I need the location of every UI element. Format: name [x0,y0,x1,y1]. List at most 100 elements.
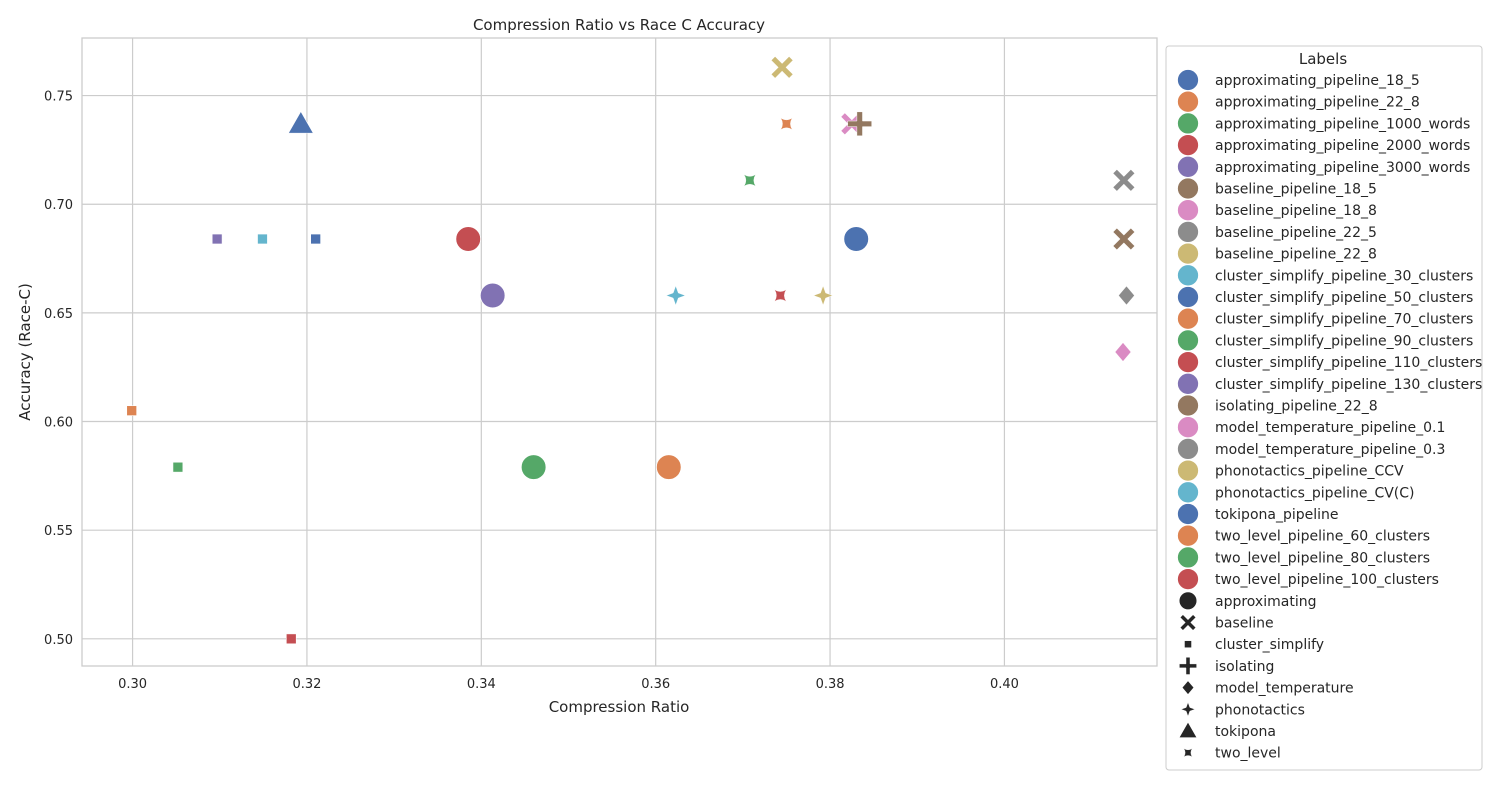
legend-marker-label: cluster_simplify [1215,637,1324,653]
legend-entry-label: model_temperature_pipeline_0.3 [1215,442,1445,458]
legend-entry-label: phonotactics_pipeline_CV(C) [1215,485,1415,501]
legend-frame [1165,45,1483,771]
x-axis-ticks: 0.30 0.32 0.34 0.36 0.38 0.40 [118,677,1019,692]
legend-marker-label: baseline [1215,616,1274,632]
legend-marker-shape [1181,680,1195,695]
legend-entry-label: baseline_pipeline_18_8 [1215,203,1377,219]
legend-entry-label: baseline_pipeline_22_5 [1215,225,1377,241]
data-points [126,55,1136,645]
y-axis-label: Accuracy (Race-C) [16,283,34,421]
legend-entry-label: two_level_pipeline_60_clusters [1215,529,1430,545]
legend-marker-label: phonotactics [1215,702,1305,718]
data-point [665,285,686,306]
legend-marker [1177,199,1199,222]
legend-title: Labels [1299,50,1347,68]
data-point [743,174,756,187]
legend: Labels approximating_pipeline_18_5approx… [1165,45,1483,771]
data-point [770,55,794,79]
data-point [126,405,137,416]
legend-entry-label: cluster_simplify_pipeline_30_clusters [1215,268,1473,284]
legend-marker [1177,524,1199,547]
x-tick-label: 0.36 [641,677,670,692]
legend-marker [1177,69,1199,91]
data-point [1117,285,1136,306]
data-point [1112,168,1136,192]
legend-marker [1177,437,1199,460]
legend-entry-label: cluster_simplify_pipeline_110_clusters [1215,355,1482,371]
legend-marker [1177,134,1199,157]
legend-entry-label: cluster_simplify_pipeline_50_clusters [1215,290,1473,306]
data-point [843,226,870,252]
legend-entry-label: two_level_pipeline_100_clusters [1215,572,1439,588]
data-point [774,289,787,302]
legend-marker [1177,220,1199,243]
data-point [479,282,506,309]
legend-marker-shape [1184,640,1192,649]
y-tick-label: 0.75 [44,90,73,105]
data-point [257,233,268,245]
legend-entry-label: approximating_pipeline_22_8 [1215,95,1420,111]
plot-frame [81,37,1158,667]
legend-marker-label: tokipona [1215,724,1276,740]
data-point [780,117,793,130]
legend-marker [1177,568,1199,591]
legend-entry-label: approximating_pipeline_2000_words [1215,138,1470,154]
legend-entry-label: approximating_pipeline_1000_words [1215,116,1470,132]
legend-entry-label: isolating_pipeline_22_8 [1215,399,1378,415]
legend-entry-label: cluster_simplify_pipeline_130_clusters [1215,377,1482,393]
legend-entry-label: approximating_pipeline_18_5 [1215,73,1420,89]
legend-marker [1177,90,1199,113]
legend-marker-label: approximating [1215,594,1316,610]
data-point [812,285,834,306]
y-axis-ticks: 0.50 0.55 0.60 0.65 0.70 0.75 [44,90,73,648]
data-point [1112,227,1136,251]
x-tick-label: 0.38 [816,677,845,692]
legend-marker [1177,351,1199,374]
y-tick-label: 0.60 [44,416,73,431]
legend-entry-label: model_temperature_pipeline_0.1 [1215,420,1445,436]
legend-marker [1177,329,1199,352]
legend-marker [1177,372,1199,395]
legend-marker-label: two_level [1215,746,1281,762]
legend-marker-shape [1178,591,1198,611]
legend-marker-shape [1180,701,1196,717]
data-point [172,461,184,473]
legend-marker [1177,264,1199,287]
y-tick-label: 0.50 [44,633,73,648]
legend-marker [1177,286,1199,308]
legend-marker [1177,394,1199,417]
legend-marker-label: isolating [1215,659,1274,675]
legend-marker [1177,481,1199,504]
data-point [285,633,297,645]
x-axis-label: Compression Ratio [549,698,690,716]
data-point [1114,341,1132,363]
legend-entry-label: tokipona_pipeline [1215,507,1339,523]
x-tick-label: 0.30 [118,677,147,692]
legend-marker-shape [1179,657,1197,675]
legend-marker [1177,546,1199,569]
plot-grid [82,38,1157,666]
legend-entry-label: baseline_pipeline_22_8 [1215,247,1377,263]
y-tick-label: 0.55 [44,524,73,539]
legend-entry-label: phonotactics_pipeline_CCV [1215,464,1404,480]
data-point [211,233,223,245]
y-tick-label: 0.65 [44,307,73,322]
legend-marker [1177,307,1199,330]
x-tick-label: 0.40 [990,677,1019,692]
legend-marker [1177,503,1199,525]
legend-marker [1177,177,1199,200]
data-point [455,226,482,252]
legend-entry-label: cluster_simplify_pipeline_90_clusters [1215,333,1473,349]
data-point [520,454,547,480]
legend-items: approximating_pipeline_18_5 approximating… [1177,69,1482,762]
legend-marker [1177,416,1199,439]
data-point [655,454,682,480]
legend-marker [1177,242,1199,265]
data-point [310,233,321,245]
x-tick-label: 0.32 [292,677,321,692]
x-tick-label: 0.34 [467,677,496,692]
legend-marker-shape [1178,721,1198,738]
data-point [287,110,314,134]
legend-marker [1177,112,1199,135]
